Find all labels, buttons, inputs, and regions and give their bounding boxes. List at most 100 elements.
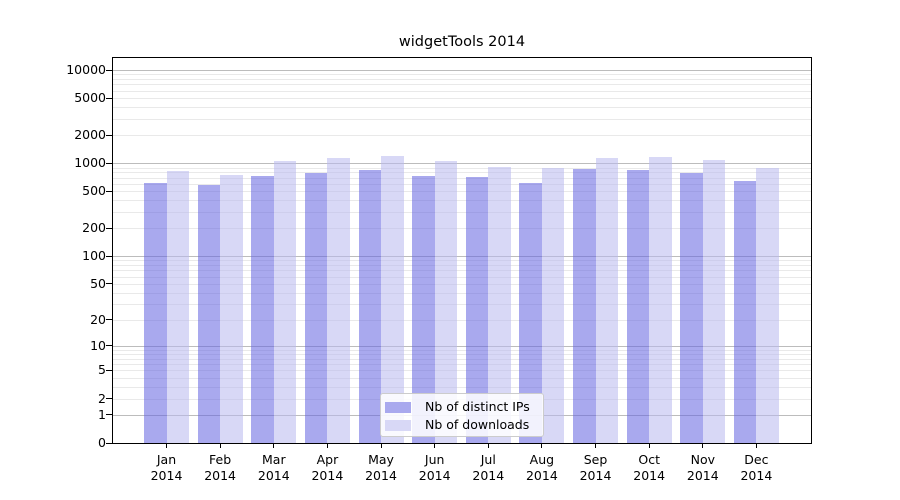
x-tick-mark: [219, 443, 221, 448]
gridline-minor: [113, 358, 811, 360]
gridline-major: [113, 345, 811, 347]
gridline-minor: [113, 303, 811, 305]
y-tick-mark: [106, 162, 112, 164]
gridline-minor: [113, 200, 811, 202]
gridline-minor: [113, 107, 811, 109]
chart-title: widgetTools 2014: [398, 34, 526, 50]
bar-nb-of-distinct-ips-feb-2014: [197, 184, 221, 443]
gridline-minor: [113, 283, 811, 285]
x-tick-label-jul: Jul 2014: [472, 452, 505, 483]
gridline-minor: [113, 319, 811, 321]
x-tick-label-apr: Apr 2014: [311, 452, 344, 483]
y-tick-label: 200: [82, 220, 106, 236]
gridline-minor: [113, 260, 811, 262]
gridline-minor: [113, 98, 811, 100]
legend-item-distinct-ips: Nb of distinct IPs: [385, 398, 539, 416]
y-tick-label: 1000: [74, 155, 106, 171]
bar-nb-of-downloads-nov-2014: [702, 159, 726, 443]
bar-nb-of-distinct-ips-may-2014: [358, 170, 381, 443]
legend: Nb of distinct IPs Nb of downloads: [380, 393, 544, 437]
y-tick-mark: [106, 442, 112, 444]
x-tick-mark: [380, 443, 382, 448]
x-tick-mark: [595, 443, 596, 448]
y-tick-mark: [106, 190, 112, 192]
x-tick-label-jun: Jun 2014: [418, 452, 451, 483]
y-tick-label: 2: [98, 390, 106, 406]
bar-nb-of-distinct-ips-aug-2014: [519, 182, 542, 443]
gridline-minor: [113, 370, 811, 372]
y-tick-mark: [106, 345, 112, 347]
gridline-minor: [113, 74, 811, 76]
bar-nb-of-downloads-oct-2014: [649, 157, 672, 443]
x-tick-label-dec: Dec 2014: [740, 452, 773, 483]
y-tick-label: 0: [98, 435, 106, 450]
gridline-minor: [113, 377, 811, 379]
y-tick-label: 50: [90, 275, 106, 291]
bar-nb-of-downloads-jul-2014: [488, 166, 511, 443]
gridline-minor: [113, 79, 811, 80]
gridline-minor: [113, 364, 811, 366]
plot-area: [112, 57, 812, 444]
gridline-minor: [113, 265, 811, 266]
y-tick-mark: [106, 319, 112, 321]
bar-nb-of-downloads-jun-2014: [434, 161, 458, 443]
gridline-major: [113, 163, 811, 165]
y-tick-mark: [106, 255, 112, 257]
y-tick-label: 100: [82, 248, 106, 264]
bar-nb-of-downloads-jan-2014: [166, 170, 189, 443]
bar-nb-of-distinct-ips-dec-2014: [733, 180, 757, 443]
gridline-minor: [113, 270, 811, 272]
x-tick-mark: [166, 443, 167, 448]
gridline-major: [113, 256, 811, 258]
x-tick-label-sep: Sep 2014: [579, 452, 612, 483]
y-tick-label: 500: [82, 183, 106, 199]
legend-item-downloads: Nb of downloads: [385, 416, 539, 434]
x-tick-label-oct: Oct 2014: [633, 452, 666, 483]
bar-nb-of-distinct-ips-jul-2014: [465, 177, 489, 443]
y-tick-label: 20: [90, 311, 106, 327]
x-tick-label-aug: Aug 2014: [525, 452, 558, 483]
x-tick-label-mar: Mar 2014: [257, 452, 290, 483]
y-tick-mark: [106, 414, 112, 416]
bar-nb-of-downloads-sep-2014: [595, 158, 618, 443]
y-tick-label: 5: [98, 362, 106, 378]
gridline-minor: [113, 211, 811, 213]
y-tick-mark: [106, 283, 112, 285]
gridline-minor: [113, 177, 811, 179]
y-tick-mark: [106, 398, 112, 399]
legend-label-distinct-ips: Nb of distinct IPs: [425, 399, 530, 414]
x-tick-mark: [434, 443, 436, 448]
legend-swatch-downloads: [385, 419, 411, 431]
x-tick-mark: [273, 443, 275, 448]
bar-nb-of-distinct-ips-sep-2014: [573, 169, 596, 443]
y-tick-label: 10000: [66, 62, 106, 77]
x-tick-mark: [648, 443, 650, 448]
gridline-minor: [113, 167, 811, 169]
gridline-minor: [113, 228, 811, 230]
x-tick-label-nov: Nov 2014: [686, 452, 719, 483]
gridline-minor: [113, 292, 811, 294]
legend-label-downloads: Nb of downloads: [425, 417, 530, 432]
x-tick-mark: [702, 443, 704, 448]
y-tick-label: 2000: [74, 127, 106, 143]
gridline-minor: [113, 386, 811, 388]
gridline-minor: [113, 276, 811, 278]
gridline-minor: [113, 183, 811, 185]
gridline-minor: [113, 191, 811, 193]
bar-nb-of-downloads-aug-2014: [541, 167, 565, 443]
gridline-major: [113, 70, 811, 71]
y-tick-mark: [106, 227, 112, 229]
bar-nb-of-downloads-may-2014: [381, 155, 404, 443]
bar-nb-of-downloads-mar-2014: [273, 161, 297, 443]
bar-nb-of-distinct-ips-apr-2014: [304, 173, 328, 443]
x-tick-label-feb: Feb 2014: [204, 452, 236, 483]
bar-nb-of-distinct-ips-oct-2014: [626, 170, 650, 443]
bar-nb-of-downloads-dec-2014: [756, 168, 779, 443]
x-tick-label-jan: Jan 2014: [150, 452, 183, 483]
legend-swatch-distinct-ips: [385, 401, 411, 413]
y-tick-mark: [106, 369, 112, 371]
bar-nb-of-distinct-ips-mar-2014: [251, 175, 274, 443]
bar-nb-of-downloads-feb-2014: [220, 174, 243, 443]
y-tick-label: 1: [98, 406, 106, 422]
